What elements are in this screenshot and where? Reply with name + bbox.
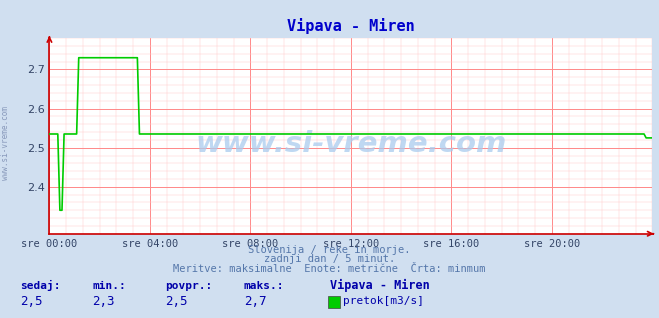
Text: www.si-vreme.com: www.si-vreme.com	[1, 106, 10, 180]
Text: www.si-vreme.com: www.si-vreme.com	[195, 130, 507, 158]
Text: pretok[m3/s]: pretok[m3/s]	[343, 296, 424, 306]
Text: maks.:: maks.:	[244, 281, 284, 291]
Text: min.:: min.:	[92, 281, 126, 291]
Text: 2,3: 2,3	[92, 295, 115, 308]
Text: povpr.:: povpr.:	[165, 281, 212, 291]
Text: Slovenija / reke in morje.: Slovenija / reke in morje.	[248, 245, 411, 255]
Text: zadnji dan / 5 minut.: zadnji dan / 5 minut.	[264, 254, 395, 264]
Text: Vipava - Miren: Vipava - Miren	[330, 279, 429, 292]
Text: Meritve: maksimalne  Enote: metrične  Črta: minmum: Meritve: maksimalne Enote: metrične Črta…	[173, 264, 486, 274]
Title: Vipava - Miren: Vipava - Miren	[287, 18, 415, 34]
Text: 2,5: 2,5	[20, 295, 42, 308]
Text: sedaj:: sedaj:	[20, 280, 60, 291]
Text: 2,5: 2,5	[165, 295, 187, 308]
Text: 2,7: 2,7	[244, 295, 266, 308]
